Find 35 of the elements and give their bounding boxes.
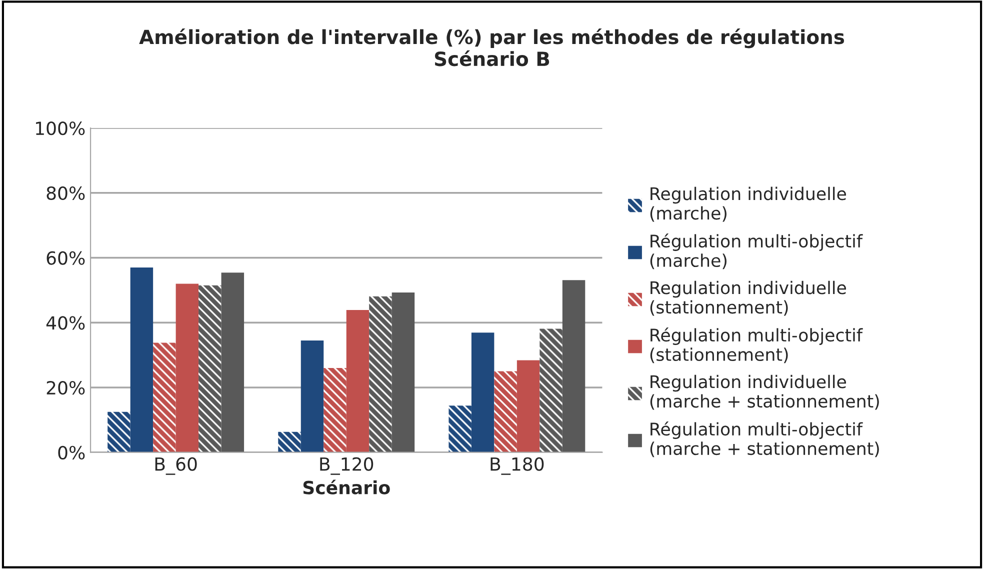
legend-label: Régulation multi-objectif (stationnement) (650, 327, 863, 364)
x-tick-label: B_180 (490, 457, 544, 475)
x-tick-label: B_60 (155, 457, 197, 475)
bar (278, 432, 301, 452)
bar (540, 328, 562, 452)
legend-label: Regulation individuelle (marche + stationnement) (650, 374, 879, 410)
y-tick-label: 20% (46, 380, 85, 395)
y-tick-label: 60% (46, 251, 85, 265)
legend-label: Regulation individuelle (stationnement) (650, 280, 846, 316)
x-tick-label: B_120 (320, 457, 374, 475)
y-tick-label: 80% (46, 186, 85, 200)
bar (153, 342, 176, 452)
legend-label: Régulation multi-objectif (marche + stationnement) (650, 422, 879, 458)
bar (369, 296, 392, 452)
bar (392, 292, 415, 452)
bar (516, 360, 540, 452)
bar (324, 368, 346, 452)
legend-label: Regulation individuelle (marche) (650, 186, 846, 222)
bar (448, 406, 472, 452)
bar (494, 371, 517, 452)
y-tick-label: 100% (36, 121, 85, 136)
y-tick-label: 40% (46, 316, 85, 330)
legend-label: Régulation multi-objectif (marche) (650, 233, 863, 270)
bar (300, 340, 324, 452)
bar (471, 332, 494, 452)
bar (562, 280, 586, 452)
bar (221, 272, 244, 452)
chart-title: Amélioration de l'intervalle (%) par les méthodes de régulations Scénario B (139, 28, 844, 66)
bar (346, 310, 370, 452)
bar (198, 285, 222, 452)
bar (176, 284, 199, 452)
y-tick-label: 0% (58, 446, 85, 460)
bar (130, 267, 154, 452)
x-axis-title: Scénario (303, 480, 390, 494)
bar (108, 412, 130, 452)
